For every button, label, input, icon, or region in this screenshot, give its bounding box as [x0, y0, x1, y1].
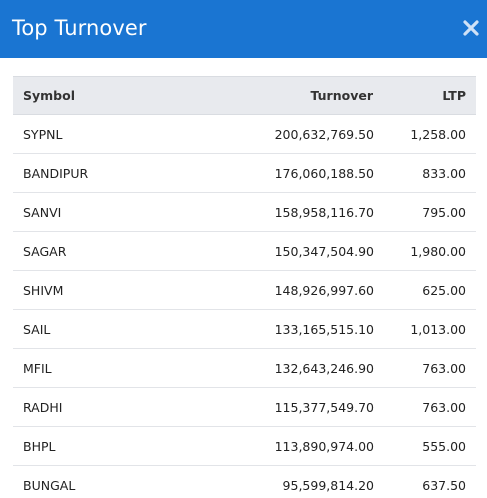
- dialog-title: Top Turnover: [12, 16, 147, 40]
- table-row[interactable]: SYPNL 200,632,769.50 1,258.00: [13, 114, 476, 154]
- turnover-table: Symbol Turnover LTP SYPNL 200,632,769.50…: [13, 76, 476, 498]
- cell-symbol: RADHI: [13, 387, 193, 427]
- cell-ltp: 1,258.00: [384, 114, 476, 154]
- cell-ltp: 763.00: [384, 387, 476, 427]
- column-header-symbol[interactable]: Symbol: [13, 76, 193, 115]
- cell-symbol: MFIL: [13, 348, 193, 388]
- table-row[interactable]: BUNGAL 95,599,814.20 637.50: [13, 465, 476, 498]
- dialog-header: Top Turnover: [0, 0, 487, 58]
- cell-ltp: 1,980.00: [384, 231, 476, 271]
- table-header-row: Symbol Turnover LTP: [13, 76, 476, 115]
- table-row[interactable]: BHPL 113,890,974.00 555.00: [13, 426, 476, 466]
- table-row[interactable]: MFIL 132,643,246.90 763.00: [13, 348, 476, 388]
- cell-symbol: SYPNL: [13, 114, 193, 154]
- cell-symbol: BHPL: [13, 426, 193, 466]
- cell-turnover: 200,632,769.50: [193, 114, 384, 154]
- cell-symbol: SAIL: [13, 309, 193, 349]
- table-row[interactable]: SAGAR 150,347,504.90 1,980.00: [13, 231, 476, 271]
- cell-turnover: 95,599,814.20: [193, 465, 384, 498]
- cell-turnover: 113,890,974.00: [193, 426, 384, 466]
- cell-ltp: 795.00: [384, 192, 476, 232]
- cell-turnover: 133,165,515.10: [193, 309, 384, 349]
- cell-turnover: 158,958,116.70: [193, 192, 384, 232]
- cell-symbol: SAGAR: [13, 231, 193, 271]
- table-row[interactable]: SHIVM 148,926,997.60 625.00: [13, 270, 476, 310]
- table-body: SYPNL 200,632,769.50 1,258.00 BANDIPUR 1…: [13, 114, 476, 498]
- cell-symbol: SHIVM: [13, 270, 193, 310]
- table-row[interactable]: BANDIPUR 176,060,188.50 833.00: [13, 153, 476, 193]
- table-row[interactable]: SAIL 133,165,515.10 1,013.00: [13, 309, 476, 349]
- turnover-table-container: Symbol Turnover LTP SYPNL 200,632,769.50…: [13, 76, 476, 498]
- cell-ltp: 763.00: [384, 348, 476, 388]
- cell-ltp: 637.50: [384, 465, 476, 498]
- cell-ltp: 625.00: [384, 270, 476, 310]
- table-row[interactable]: SANVI 158,958,116.70 795.00: [13, 192, 476, 232]
- cell-symbol: BANDIPUR: [13, 153, 193, 193]
- column-header-ltp[interactable]: LTP: [384, 76, 476, 115]
- cell-symbol: SANVI: [13, 192, 193, 232]
- cell-ltp: 833.00: [384, 153, 476, 193]
- close-icon[interactable]: [463, 20, 479, 36]
- cell-ltp: 1,013.00: [384, 309, 476, 349]
- cell-turnover: 150,347,504.90: [193, 231, 384, 271]
- cell-turnover: 132,643,246.90: [193, 348, 384, 388]
- cell-ltp: 555.00: [384, 426, 476, 466]
- table-row[interactable]: RADHI 115,377,549.70 763.00: [13, 387, 476, 427]
- table-header: Symbol Turnover LTP: [13, 76, 476, 115]
- cell-turnover: 115,377,549.70: [193, 387, 384, 427]
- column-header-turnover[interactable]: Turnover: [193, 76, 384, 115]
- cell-turnover: 176,060,188.50: [193, 153, 384, 193]
- cell-symbol: BUNGAL: [13, 465, 193, 498]
- cell-turnover: 148,926,997.60: [193, 270, 384, 310]
